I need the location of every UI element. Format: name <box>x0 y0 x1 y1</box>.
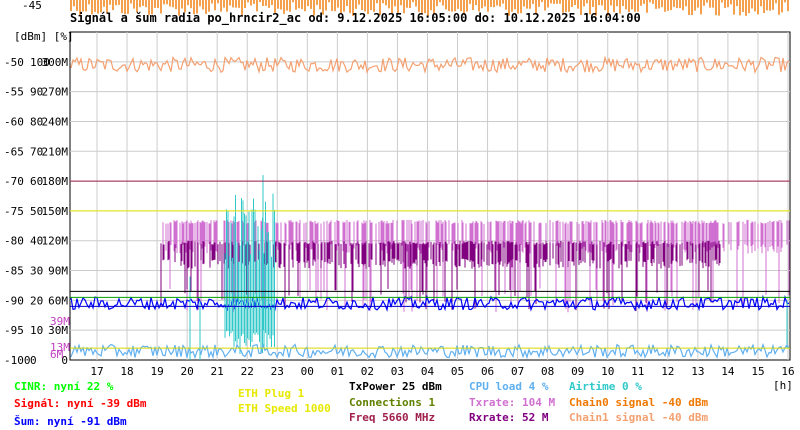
y-rate-label: 210M <box>42 145 69 158</box>
x-tick-label: 22 <box>241 365 254 378</box>
y-rate-label: 0 <box>61 354 68 367</box>
y-pct-label: 20 <box>30 294 43 307</box>
x-tick-label: 19 <box>150 365 163 378</box>
y-rate-label: 120M <box>42 235 69 248</box>
y-tick-label: -75 <box>4 205 24 218</box>
x-tick-label: 16 <box>781 365 794 378</box>
legend-cpu: CPU load 4 % <box>469 380 549 393</box>
y-tick-label: -60 <box>4 115 24 128</box>
rate-marker-label: 6M <box>50 348 64 361</box>
legend-eth-plug: ETH Plug 1 <box>238 387 305 400</box>
x-tick-label: 08 <box>541 365 554 378</box>
legend-connections: Connections 1 <box>349 396 436 409</box>
legend-rxrate: Rxrate: 52 M <box>469 411 549 424</box>
x-tick-label: 03 <box>391 365 404 378</box>
y-pct-label: 10 <box>30 324 43 337</box>
legend-chain0: Chain0 signal -40 dBm <box>569 396 709 409</box>
series-line <box>160 240 721 311</box>
plot-area <box>69 31 791 361</box>
legend-sum: Šum: nyní -91 dBm <box>14 415 127 428</box>
rate-marker-label: 13M <box>50 341 70 354</box>
chart-title: Signál a šum radia po_hrncir2_ac od: 9.1… <box>70 11 641 25</box>
x-tick-label: 06 <box>481 365 494 378</box>
x-tick-label: 07 <box>511 365 524 378</box>
y-rate-label: 60M <box>48 294 68 307</box>
y-pct-label: 50 <box>30 205 43 218</box>
legend-txpower: TxPower 25 dBm <box>349 380 442 393</box>
x-tick-label: 01 <box>331 365 344 378</box>
x-tick-label: 04 <box>421 365 435 378</box>
x-unit-label: [h] <box>773 379 793 392</box>
y-tick-label: -45 <box>22 0 42 12</box>
y-tick-label: -80 <box>4 235 24 248</box>
y-rate-label: 90M <box>48 265 68 278</box>
y-tick-label: -50 <box>4 56 24 69</box>
series-line <box>189 175 788 360</box>
y-pct-label: 90 <box>30 86 43 99</box>
y-pct-label: 0 <box>30 354 37 367</box>
x-tick-label: 09 <box>571 365 584 378</box>
y-tick-label: -65 <box>4 145 24 158</box>
x-tick-label: 23 <box>271 365 284 378</box>
legend-txrate: Txrate: 104 M <box>469 396 556 409</box>
y-tick-label: -95 <box>4 324 24 337</box>
x-tick-label: 11 <box>631 365 644 378</box>
y-pct-label: 70 <box>30 145 43 158</box>
series-line <box>70 55 790 75</box>
x-tick-label: 14 <box>721 365 735 378</box>
x-tick-label: 02 <box>361 365 374 378</box>
legend-signal: Signál: nyní -39 dBm <box>14 397 147 410</box>
y-tick-label: -70 <box>4 175 24 188</box>
rate-marker-label: 39M <box>50 315 70 328</box>
y-rate-label: 180M <box>42 175 69 188</box>
legend-cinr: CINR: nyní 22 % <box>14 380 114 393</box>
y-rate-label: 300M <box>42 56 69 69</box>
legend-chain1: Chain1 signal -40 dBm <box>569 411 709 424</box>
x-tick-label: 10 <box>601 365 614 378</box>
y-tick-label: -55 <box>4 86 24 99</box>
y-rate-label: 30M <box>48 324 68 337</box>
x-tick-label: 00 <box>301 365 314 378</box>
y-unit-label: [dBm] [%] <box>14 30 74 43</box>
x-tick-label: 18 <box>120 365 133 378</box>
x-tick-label: 12 <box>661 365 674 378</box>
grid <box>69 31 791 361</box>
series-line <box>70 0 789 16</box>
x-tick-label: 15 <box>751 365 764 378</box>
x-tick-label: 20 <box>181 365 194 378</box>
x-tick-label: 17 <box>90 365 103 378</box>
y-rate-label: 150M <box>42 205 69 218</box>
y-pct-label: 30 <box>30 265 43 278</box>
legend-freq: Freq 5660 MHz <box>349 411 436 424</box>
series-group <box>70 0 790 360</box>
legend-airtime: Airtime 0 % <box>569 380 642 393</box>
y-rate-label: 240M <box>42 115 69 128</box>
y-rate-label: 270M <box>42 86 69 99</box>
x-tick-label: 13 <box>691 365 704 378</box>
legend-eth-speed: ETH Speed 1000 <box>238 402 331 415</box>
y-pct-label: 80 <box>30 115 43 128</box>
y-pct-label: 40 <box>30 235 43 248</box>
series-line <box>70 294 790 312</box>
y-pct-label: 100 <box>30 56 50 69</box>
y-tick-label: -85 <box>4 265 24 278</box>
y-tick-label: -90 <box>4 294 24 307</box>
y-pct-label: 60 <box>30 175 43 188</box>
x-tick-label: 21 <box>211 365 224 378</box>
reference-lines <box>70 180 790 349</box>
x-tick-label: 05 <box>451 365 464 378</box>
y-tick-label: -100 <box>4 354 31 367</box>
